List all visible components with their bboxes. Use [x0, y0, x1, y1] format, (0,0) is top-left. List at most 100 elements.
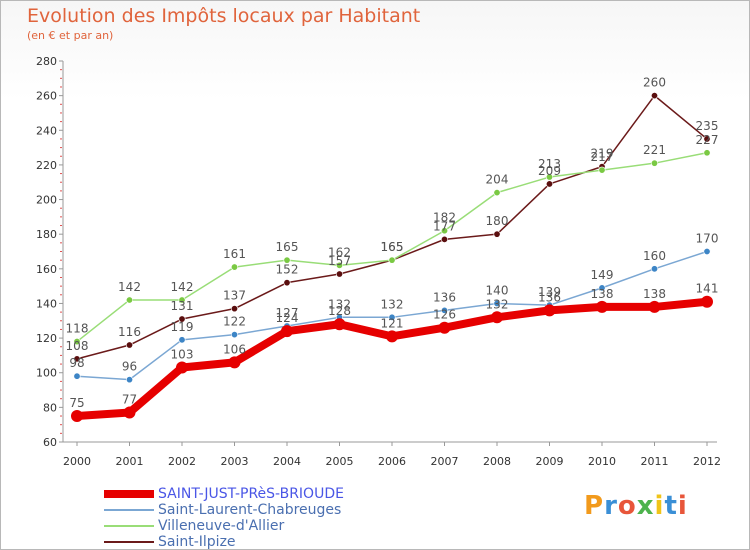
data-point: [126, 296, 134, 304]
data-label: 142: [118, 280, 141, 294]
data-point: [231, 305, 239, 313]
data-point: [386, 330, 398, 343]
data-label: 165: [276, 240, 299, 254]
proxiti-logo: Proxiti: [584, 491, 688, 521]
data-point: [650, 265, 658, 273]
data-label: 132: [486, 297, 509, 311]
data-label: 98: [69, 356, 84, 370]
data-point: [596, 300, 608, 313]
data-point: [388, 256, 396, 264]
data-label: 138: [643, 287, 666, 301]
data-point: [178, 336, 186, 344]
data-point: [701, 295, 713, 308]
y-tick-label: 280: [36, 55, 57, 68]
chart-subtitle: (en € et par an): [27, 29, 114, 42]
chart-title: Evolution des Impôts locaux par Habitant: [27, 5, 421, 27]
data-label: 165: [381, 240, 404, 254]
y-tick-label: 120: [36, 332, 57, 345]
data-label: 108: [66, 339, 89, 353]
data-label: 126: [433, 308, 456, 322]
data-point: [491, 311, 503, 324]
y-tick-label: 260: [36, 90, 57, 103]
data-label: 177: [433, 219, 456, 233]
data-point: [176, 361, 188, 374]
y-tick-label: 160: [36, 263, 57, 276]
data-label: 227: [696, 133, 719, 147]
data-label: 219: [591, 147, 614, 161]
legend-item: Saint-Laurent-Chabreuges: [104, 502, 344, 518]
data-label: 116: [118, 325, 141, 339]
data-label: 221: [643, 143, 666, 157]
chart-legend: SAINT-JUST-PRèS-BRIOUDE Saint-Laurent-Cha…: [104, 486, 344, 550]
data-point: [545, 180, 553, 188]
data-point: [440, 227, 448, 235]
data-point: [333, 318, 346, 331]
data-label: 96: [122, 360, 137, 374]
data-label: 119: [171, 320, 194, 334]
y-tick-label: 240: [36, 124, 57, 137]
data-point: [73, 338, 81, 346]
data-label: 152: [276, 263, 299, 277]
data-label: 124: [276, 311, 299, 325]
legend-swatch: [104, 525, 154, 527]
data-point: [543, 304, 556, 317]
legend-item: SAINT-JUST-PRèS-BRIOUDE: [104, 486, 344, 502]
legend-swatch: [104, 490, 154, 498]
legend-label: Villeneuve-d'Allier: [158, 518, 285, 534]
series-lines: [71, 92, 713, 423]
data-point: [703, 135, 711, 143]
data-label: 182: [433, 211, 456, 225]
data-label: 132: [328, 297, 351, 311]
data-point: [335, 270, 343, 278]
data-label: 138: [591, 287, 614, 301]
x-tick-label: 2001: [116, 455, 144, 468]
data-label: 103: [171, 348, 194, 362]
data-point: [493, 189, 501, 197]
data-point: [650, 92, 658, 100]
data-label: 160: [643, 249, 666, 263]
legend-label: SAINT-JUST-PRèS-BRIOUDE: [158, 486, 344, 502]
data-label: 157: [328, 254, 351, 268]
data-label: 131: [171, 299, 194, 313]
data-point: [283, 256, 291, 264]
data-label: 139: [538, 285, 561, 299]
x-tick-label: 2010: [588, 455, 616, 468]
data-point: [126, 341, 134, 349]
data-point: [335, 261, 343, 269]
data-point: [598, 284, 606, 292]
legend-item: Saint-Ilpize: [104, 534, 344, 550]
data-point: [178, 296, 186, 304]
x-tick-label: 2009: [536, 455, 564, 468]
data-point: [73, 372, 81, 380]
data-label: 136: [433, 290, 456, 304]
data-point: [438, 321, 451, 334]
x-tick-label: 2008: [483, 455, 511, 468]
data-label: 136: [538, 290, 561, 304]
x-tick-label: 2000: [63, 455, 91, 468]
legend-swatch: [104, 541, 154, 543]
y-tick-label: 140: [36, 297, 57, 310]
data-label: 217: [591, 150, 614, 164]
data-point: [703, 248, 711, 256]
legend-label: Saint-Ilpize: [158, 534, 236, 550]
data-point: [231, 263, 239, 271]
y-tick-label: 100: [36, 367, 57, 380]
data-label: 75: [69, 396, 84, 410]
data-point: [123, 406, 136, 419]
data-label: 132: [381, 297, 404, 311]
data-point: [598, 166, 606, 174]
data-label: 213: [538, 157, 561, 171]
legend-item: Villeneuve-d'Allier: [104, 518, 344, 534]
data-label: 141: [696, 282, 719, 296]
data-point: [231, 331, 239, 339]
x-tick-label: 2002: [168, 455, 196, 468]
data-label: 106: [223, 342, 246, 356]
data-point: [650, 159, 658, 167]
data-label: 140: [486, 283, 509, 297]
data-label: 118: [66, 322, 89, 336]
data-point: [71, 410, 83, 423]
data-label: 121: [381, 316, 404, 330]
data-label: 149: [591, 268, 614, 282]
data-point: [703, 149, 711, 157]
data-point: [283, 279, 291, 287]
